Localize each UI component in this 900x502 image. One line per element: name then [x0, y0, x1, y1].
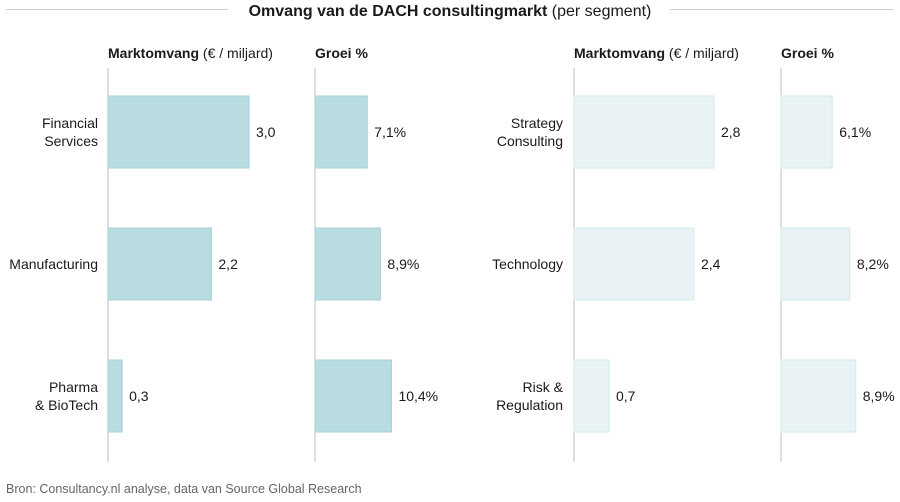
- column-header-left-groei: Groei %: [315, 45, 368, 61]
- source-note: Bron: Consultancy.nl analyse, data van S…: [6, 482, 362, 496]
- category-label-left-2-line0: Pharma: [49, 379, 98, 395]
- chart-title: Omvang van de DACH consultingmarkt (per …: [0, 2, 900, 22]
- category-label-left-0-line1: Services: [44, 133, 98, 149]
- value-label-right-growth-0: 6,1%: [839, 124, 871, 140]
- category-label-right-2-line1: Regulation: [496, 397, 563, 413]
- bar-left-growth-0: [314, 95, 368, 169]
- category-label-left-1: Manufacturing: [9, 256, 98, 272]
- value-label-right-growth-2: 8,9%: [863, 388, 895, 404]
- bar-right-size-2: [573, 359, 610, 433]
- bar-right-size-1: [573, 227, 695, 301]
- bar-left-growth-1: [314, 227, 381, 301]
- category-label-left-0-line0: Financial: [42, 115, 98, 131]
- chart-title-main: Omvang van de DACH consultingmarkt: [248, 3, 548, 20]
- value-label-left-growth-1: 8,9%: [387, 256, 419, 272]
- category-label-right-0-line0: Strategy: [511, 115, 563, 131]
- category-label-right-0-line1: Consulting: [497, 133, 563, 149]
- bar-right-growth-2: [780, 359, 857, 433]
- bar-right-size-0: [573, 95, 715, 169]
- bar-left-size-0: [107, 95, 250, 169]
- value-label-left-growth-2: 10,4%: [398, 388, 438, 404]
- category-label-left-2-line1: & BioTech: [35, 397, 98, 413]
- title-rule-right: [670, 9, 894, 10]
- column-header-left-marktomvang: Marktomvang (€ / miljard): [108, 45, 273, 61]
- value-label-left-size-0: 3,0: [256, 124, 276, 140]
- column-header-right-marktomvang: Marktomvang (€ / miljard): [574, 45, 739, 61]
- bar-left-size-2: [107, 359, 123, 433]
- value-label-right-size-2: 0,7: [616, 388, 636, 404]
- category-label-right-1: Technology: [492, 256, 563, 272]
- value-label-right-size-1: 2,4: [701, 256, 721, 272]
- value-label-right-size-0: 2,8: [721, 124, 741, 140]
- value-label-left-size-1: 2,2: [218, 256, 238, 272]
- title-rule-left: [6, 9, 228, 10]
- bar-left-growth-2: [314, 359, 392, 433]
- category-label-right-2-line0: Risk &: [523, 379, 564, 395]
- chart-title-sub: (per segment): [551, 3, 652, 20]
- bar-right-growth-1: [780, 227, 851, 301]
- value-label-right-growth-1: 8,2%: [857, 256, 889, 272]
- value-label-left-size-2: 0,3: [129, 388, 149, 404]
- bar-left-size-1: [107, 227, 212, 301]
- column-header-right-groei: Groei %: [781, 45, 834, 61]
- bar-right-growth-0: [780, 95, 833, 169]
- value-label-left-growth-0: 7,1%: [374, 124, 406, 140]
